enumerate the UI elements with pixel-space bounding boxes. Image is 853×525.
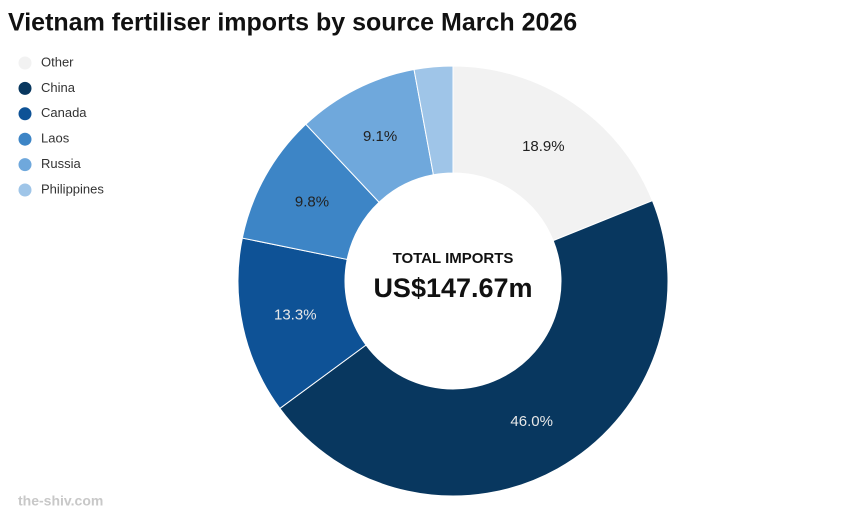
value-label: 46.0% bbox=[510, 413, 553, 430]
legend-swatch bbox=[18, 183, 32, 197]
legend-swatch bbox=[18, 158, 32, 172]
value-label: 9.1% bbox=[363, 128, 397, 145]
legend-swatch bbox=[18, 107, 32, 121]
legend-label: Russia bbox=[41, 156, 82, 171]
legend-label: Canada bbox=[41, 105, 87, 120]
legend-label: Laos bbox=[41, 131, 70, 146]
legend-label: Other bbox=[41, 54, 74, 69]
slice bbox=[452, 65, 654, 242]
source: the-shiv.com bbox=[18, 493, 103, 509]
legend-swatch bbox=[18, 56, 32, 70]
slice bbox=[279, 199, 669, 497]
slice bbox=[413, 65, 454, 176]
center-label: TOTAL IMPORTS bbox=[393, 250, 514, 267]
legend-label: China bbox=[41, 80, 76, 95]
chart-title: Vietnam fertiliser imports by source Mar… bbox=[8, 9, 577, 37]
value-label: 13.3% bbox=[274, 307, 317, 324]
value-label: 9.8% bbox=[295, 193, 329, 210]
legend-label: Philippines bbox=[41, 181, 104, 196]
center-value: US$147.67m bbox=[373, 273, 532, 303]
legend-swatch bbox=[18, 132, 32, 146]
value-label: 18.9% bbox=[522, 138, 565, 155]
legend-swatch bbox=[18, 81, 32, 95]
